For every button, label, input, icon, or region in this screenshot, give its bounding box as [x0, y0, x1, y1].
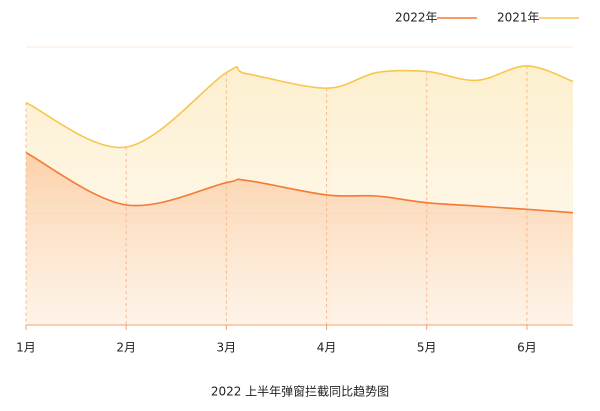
- x-tick-label: 5月: [417, 341, 437, 355]
- x-tick-label: 3月: [217, 341, 237, 355]
- line: [25, 65, 574, 149]
- chart-title: 2022 上半年弹窗拦截同比趋势图: [211, 385, 389, 399]
- x-tick-label: 2月: [116, 341, 136, 355]
- x-tick-label: 1月: [16, 341, 36, 355]
- x-tick-label: 4月: [317, 341, 337, 355]
- legend-label: 2021年: [497, 11, 540, 25]
- line: [25, 151, 574, 214]
- x-tick-label: 6月: [517, 341, 537, 355]
- area: [26, 152, 573, 325]
- legend-label: 2022年: [395, 11, 438, 25]
